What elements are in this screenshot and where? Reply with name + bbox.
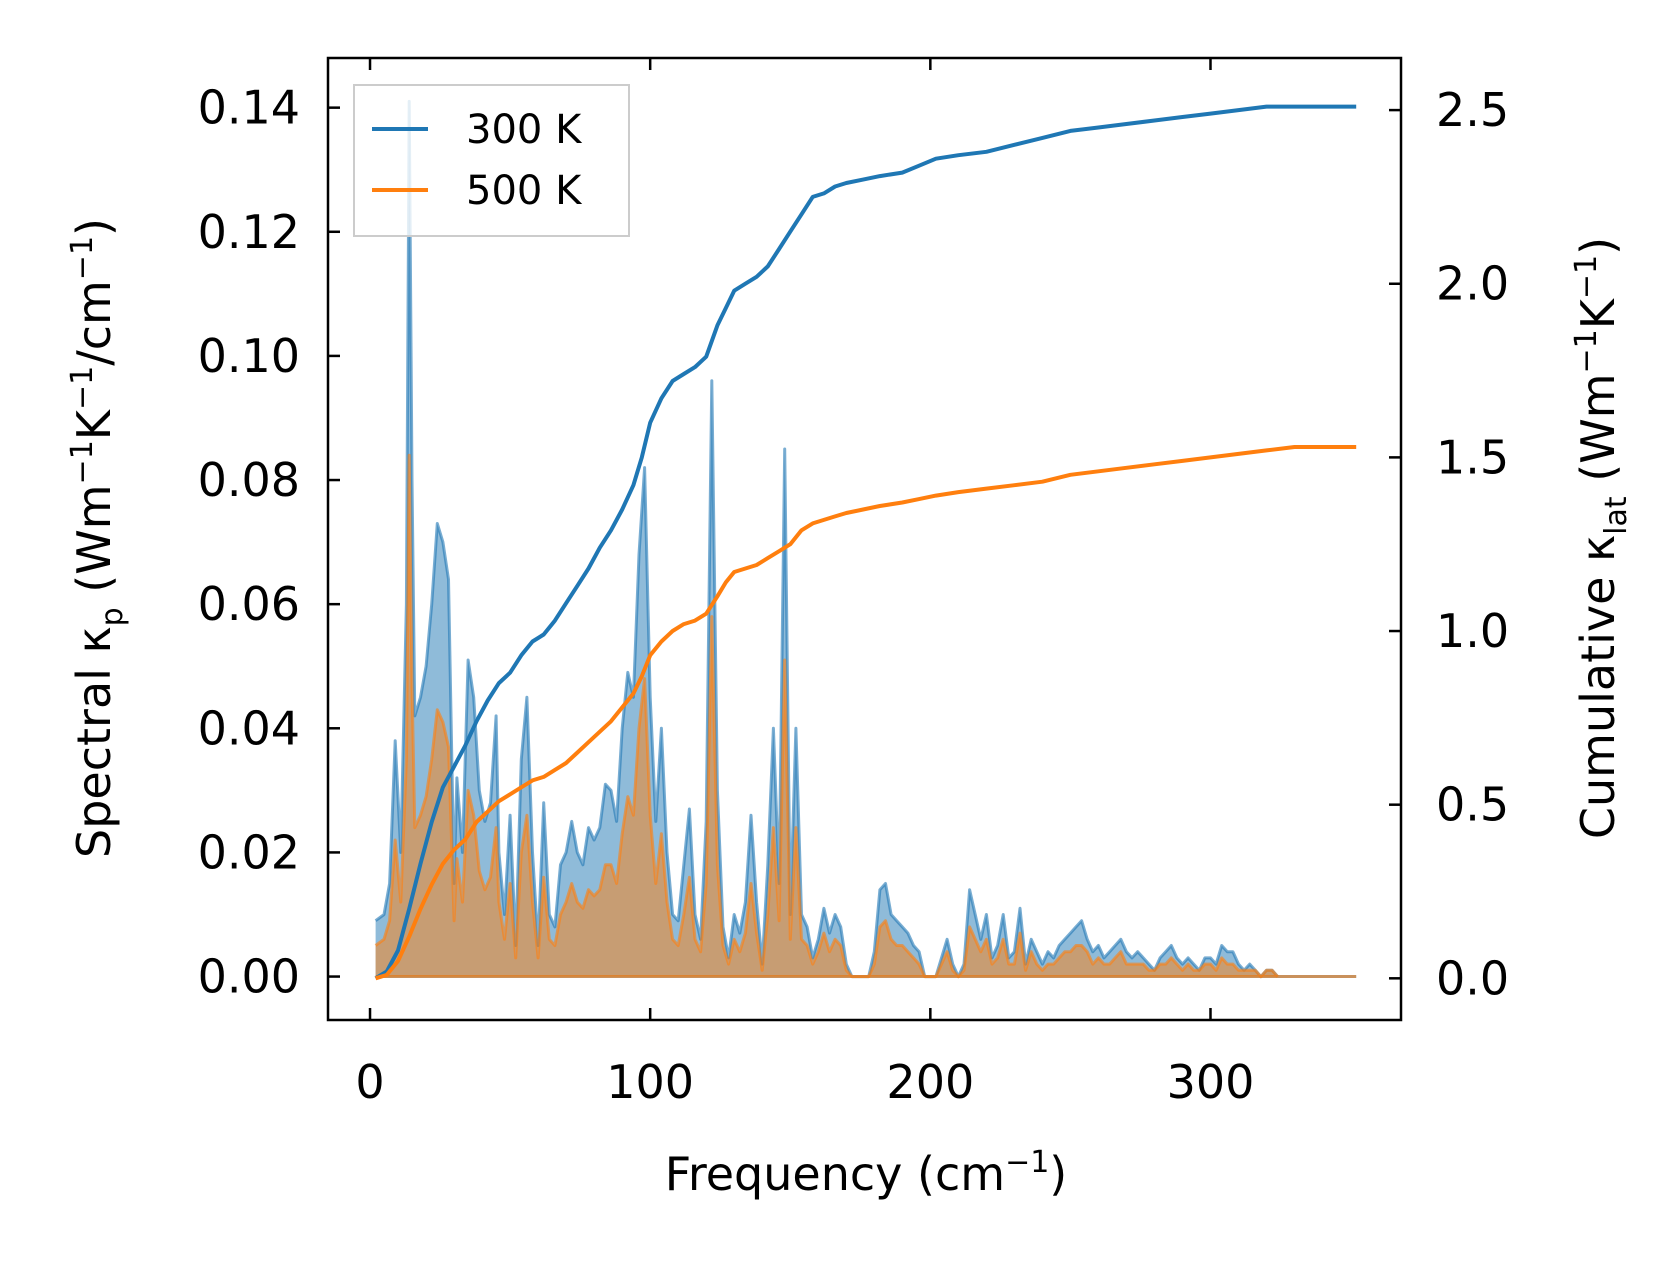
y-right-tick-label: 1.0 — [1436, 604, 1509, 658]
x-tick-label: 0 — [355, 1055, 384, 1109]
legend: 300 K 500 K — [354, 85, 629, 236]
legend-label-500K: 500 K — [466, 168, 583, 214]
y-left-tick-label: 0.08 — [198, 453, 300, 507]
x-tick-label: 200 — [886, 1055, 974, 1109]
y-left-tick-label: 0.12 — [198, 205, 300, 259]
y-right-tick-label: 0.5 — [1436, 778, 1509, 832]
x-tick-label: 100 — [606, 1055, 694, 1109]
y-right-axis-title: Cumulative κlat (Wm−1K−1) — [1569, 237, 1634, 839]
chart-figure: 0 100 200 300 0.00 0.02 0.04 0.06 0.08 0.10 0.12 0.… — [0, 0, 1679, 1264]
y-right-tick-label: 2.5 — [1436, 83, 1509, 137]
legend-label-300K: 300 K — [466, 107, 583, 153]
y-left-tick-label: 0.06 — [198, 577, 300, 631]
y-right-tick-label: 0.0 — [1436, 951, 1509, 1005]
y-left-tick-label: 0.14 — [198, 81, 300, 135]
figure-background — [0, 0, 1679, 1264]
y-left-tick-label: 0.00 — [198, 950, 300, 1004]
y-left-tick-label: 0.10 — [198, 329, 300, 383]
y-left-axis-title: Spectral κp (Wm−1K−1/cm−1) — [65, 218, 130, 858]
y-right-tick-label: 1.5 — [1436, 430, 1509, 484]
y-left-tick-label: 0.02 — [198, 825, 300, 879]
y-right-tick-label: 2.0 — [1436, 257, 1509, 311]
x-tick-label: 300 — [1167, 1055, 1255, 1109]
y-left-tick-label: 0.04 — [198, 701, 300, 755]
